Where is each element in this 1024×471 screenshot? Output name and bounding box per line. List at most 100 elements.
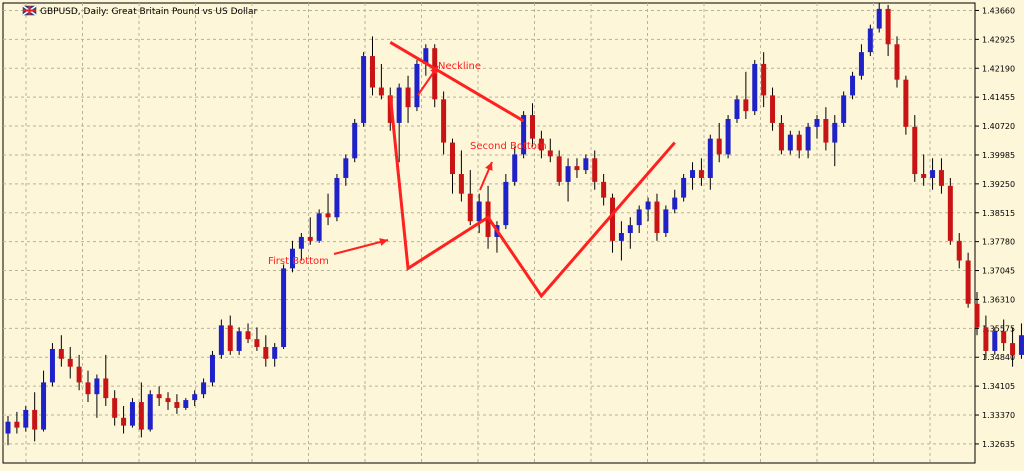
candle-body (601, 182, 606, 198)
candle-body (717, 139, 722, 155)
candle-body (797, 135, 802, 151)
candle-body (663, 209, 668, 233)
candle-body (32, 410, 37, 430)
candle (192, 390, 197, 406)
candle-body (841, 95, 846, 123)
candle-body (192, 394, 197, 400)
candles (6, 3, 1024, 457)
y-tick-label: 1.37045 (982, 267, 1015, 276)
candle-body (921, 174, 926, 178)
candle-body (121, 418, 126, 426)
candle-body (788, 135, 793, 151)
candle-body (699, 170, 704, 178)
y-tick-label: 1.38515 (982, 209, 1015, 218)
candle (477, 194, 482, 233)
candle-body (77, 367, 82, 383)
candle (806, 123, 811, 158)
candle (628, 217, 633, 248)
candle (379, 64, 384, 99)
candle (850, 72, 855, 100)
candle-body (254, 339, 259, 347)
candle (334, 174, 339, 221)
candle-body (975, 304, 980, 328)
candle-body (619, 233, 624, 241)
candle (503, 174, 508, 229)
candle (948, 178, 953, 245)
candle-body (877, 9, 882, 29)
candle (699, 158, 704, 186)
candle (734, 95, 739, 123)
candle-body (228, 325, 233, 351)
candle-body (779, 123, 784, 151)
candle-body (557, 156, 562, 182)
candle-body (59, 349, 64, 359)
candle (6, 416, 11, 445)
candle-body (281, 268, 286, 347)
y-tick-label: 1.37780 (982, 238, 1015, 247)
candle-body (690, 170, 695, 178)
candle-body (992, 331, 997, 351)
second-bottom-label: Second Bottom (470, 141, 547, 152)
second-bottom-arrow (480, 162, 493, 190)
annotation-arrows (334, 66, 493, 254)
candle-body (50, 349, 55, 382)
candle (886, 5, 891, 56)
candle (32, 392, 37, 441)
candle (895, 36, 900, 87)
candle-body (406, 88, 411, 108)
candle (68, 347, 73, 378)
candle-body (628, 225, 633, 233)
candle-body (610, 198, 615, 241)
candle (1019, 323, 1024, 358)
neckline-label: Neckline (438, 61, 481, 72)
candle-body (94, 378, 99, 394)
candle (957, 233, 962, 268)
candle (361, 52, 366, 127)
candle (254, 327, 259, 351)
candle-body (1001, 331, 1006, 343)
candle-body (246, 331, 251, 339)
candle-body (130, 402, 135, 426)
candle (512, 147, 517, 186)
candle (743, 72, 748, 119)
y-tick-label: 1.39985 (982, 151, 1015, 160)
candle (654, 194, 659, 241)
candle (610, 194, 615, 253)
candle (930, 158, 935, 189)
candle-body (477, 202, 482, 222)
y-tick-label: 1.41455 (982, 93, 1015, 102)
candle-body (272, 347, 277, 359)
candle-body (859, 52, 864, 76)
candle (992, 327, 997, 355)
candle (459, 150, 464, 201)
candle-body (334, 178, 339, 217)
candle-body (939, 170, 944, 186)
candle-body (157, 394, 162, 398)
candle (23, 406, 28, 432)
candle-body (566, 166, 571, 182)
candle-body (139, 402, 144, 430)
candle (859, 44, 864, 79)
candle-body (814, 119, 819, 127)
candle (157, 386, 162, 406)
candle-body (23, 410, 28, 428)
candle-body (397, 88, 402, 123)
candle (326, 194, 331, 225)
candle-body (1010, 343, 1015, 355)
candle-body (237, 331, 242, 351)
candle (166, 392, 171, 410)
candle-body (637, 209, 642, 225)
candle-body (112, 398, 117, 418)
candle-body (299, 237, 304, 249)
candle-body (468, 194, 473, 222)
y-tick-label: 1.42190 (982, 64, 1015, 73)
candle-body (743, 99, 748, 111)
arrowhead (379, 238, 388, 246)
candle-body (895, 44, 900, 79)
candle (450, 139, 455, 194)
candle (370, 36, 375, 95)
candle (343, 154, 348, 185)
candle-body (592, 158, 597, 182)
candle (148, 390, 153, 431)
